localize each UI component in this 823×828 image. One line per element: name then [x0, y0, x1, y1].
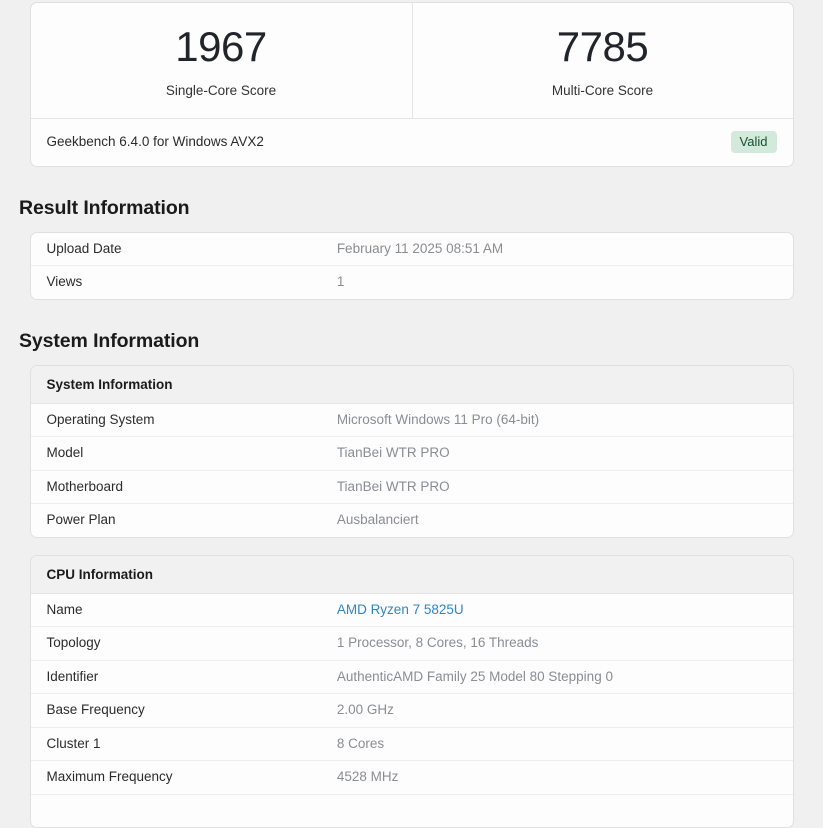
cpu-information-table-title: CPU Information [30, 555, 793, 594]
row-key: Views [46, 274, 83, 290]
cpu-name-link[interactable]: AMD Ryzen 7 5825U [336, 601, 464, 617]
table-row: Name AMD Ryzen 7 5825U [30, 594, 793, 628]
system-information-heading: System Information [19, 329, 200, 352]
row-key: Maximum Frequency [46, 769, 173, 785]
row-value: 1 [336, 274, 345, 290]
row-value: 2.00 GHz [336, 702, 394, 718]
result-information-heading: Result Information [19, 196, 190, 219]
table-row: Identifier AuthenticAMD Family 25 Model … [30, 661, 793, 695]
table-row-partial [31, 795, 793, 828]
single-core-score-value: 1967 [175, 23, 267, 70]
row-key: Motherboard [46, 478, 124, 494]
row-key: Base Frequency [46, 702, 145, 718]
row-value: TianBei WTR PRO [336, 478, 450, 494]
table-row: Cluster 1 8 Cores [30, 728, 793, 762]
row-value: TianBei WTR PRO [336, 445, 450, 461]
score-row: 1967 Single-Core Score 7785 Multi-Core S… [30, 3, 793, 119]
row-key: Topology [46, 635, 101, 651]
table-row: Base Frequency 2.00 GHz [30, 694, 793, 728]
row-value: Microsoft Windows 11 Pro (64-bit) [336, 411, 540, 427]
table-row: Topology 1 Processor, 8 Cores, 16 Thread… [30, 627, 793, 661]
benchmark-version-row: Geekbench 6.4.0 for Windows AVX2 Valid [31, 119, 793, 166]
table-row: Views 1 [31, 266, 793, 299]
section-spacer [17, 538, 806, 555]
table-row: Maximum Frequency 4528 MHz [30, 761, 793, 795]
row-value: 1 Processor, 8 Cores, 16 Threads [336, 635, 539, 651]
system-information-card: System Information Operating System Micr… [29, 364, 794, 538]
row-key [31, 795, 337, 828]
multi-core-score-value: 7785 [556, 23, 649, 70]
row-key: Identifier [46, 668, 99, 684]
row-value: 8 Cores [336, 735, 385, 751]
row-value: AuthenticAMD Family 25 Model 80 Stepping… [336, 668, 613, 684]
row-value: February 11 2025 08:51 AM [336, 240, 504, 256]
row-key: Operating System [46, 411, 155, 427]
score-summary-card: 1967 Single-Core Score 7785 Multi-Core S… [29, 2, 794, 167]
table-row: Model TianBei WTR PRO [30, 437, 793, 471]
row-key: Cluster 1 [46, 735, 101, 751]
table-row: Power Plan Ausbalanciert [31, 504, 793, 537]
row-value: Ausbalanciert [336, 512, 419, 528]
row-key: Model [46, 445, 84, 461]
single-core-score-label: Single-Core Score [165, 82, 277, 98]
status-badge: Valid [730, 130, 777, 153]
row-value: 4528 MHz [336, 769, 399, 785]
table-row: Operating System Microsoft Windows 11 Pr… [30, 404, 793, 438]
system-information-table-title: System Information [30, 365, 793, 404]
result-information-card: Upload Date February 11 2025 08:51 AM Vi… [29, 231, 794, 300]
table-row: Motherboard TianBei WTR PRO [30, 471, 793, 505]
row-key: Upload Date [46, 240, 122, 256]
multi-core-score-label: Multi-Core Score [551, 82, 654, 98]
cpu-information-card: CPU Information Name AMD Ryzen 7 5825U T… [29, 554, 794, 828]
row-key: Name [46, 601, 83, 617]
row-value [337, 795, 793, 828]
table-row: Upload Date February 11 2025 08:51 AM [30, 233, 793, 267]
single-core-score-cell: 1967 Single-Core Score [31, 3, 412, 118]
multi-core-score-cell: 7785 Multi-Core Score [411, 3, 793, 118]
row-key: Power Plan [46, 512, 116, 528]
benchmark-version-text: Geekbench 6.4.0 for Windows AVX2 [46, 134, 264, 150]
